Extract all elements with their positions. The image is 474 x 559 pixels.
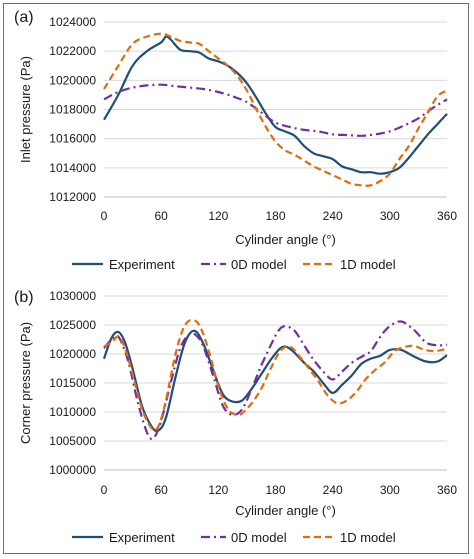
series-line-0d-model (103, 83, 448, 137)
legend-label: Experiment (109, 257, 175, 272)
x-tick-label: 60 (154, 209, 168, 223)
y-axis-title: Corner pressure (Pa) (18, 322, 33, 444)
chart-panel-b: 1000000 1005000 1010000 1015000 1020000 10250… (14, 289, 457, 545)
panel-label: (b) (14, 289, 34, 306)
x-tick-label: 0 (101, 483, 108, 497)
series-line-1d-model (103, 32, 448, 187)
x-axis-title: Cylinder angle (°) (235, 503, 336, 518)
x-tick-label: 360 (437, 209, 457, 223)
y-tick-label: 1025000 (49, 318, 96, 332)
series-line-0d-model (103, 320, 448, 440)
x-tick-label: 240 (323, 209, 343, 223)
y-tick-label: 1010000 (49, 405, 96, 419)
x-tick-label: 300 (380, 209, 400, 223)
legend-label: 0D model (231, 530, 287, 545)
y-tick-label: 1030000 (49, 289, 96, 303)
x-tick-label: 360 (437, 483, 457, 497)
x-tick-label: 120 (208, 209, 228, 223)
y-tick-label: 1024000 (49, 15, 96, 29)
x-tick-label: 180 (265, 483, 285, 497)
figure-frame (3, 3, 469, 554)
y-tick-label: 1014000 (49, 161, 96, 175)
x-tick-label: 0 (101, 209, 108, 223)
x-tick-label: 300 (380, 483, 400, 497)
x-tick-label: 180 (265, 209, 285, 223)
y-axis-title: Inlet pressure (Pa) (18, 56, 33, 163)
x-tick-label: 60 (154, 483, 168, 497)
legend-label: 1D model (340, 530, 396, 545)
y-tick-label: 1015000 (49, 376, 96, 390)
y-tick-label: 1020000 (49, 73, 96, 87)
y-tick-label: 1020000 (49, 347, 96, 361)
y-tick-label: 1018000 (49, 103, 96, 117)
x-tick-label: 240 (323, 483, 343, 497)
y-tick-label: 1005000 (49, 434, 96, 448)
x-tick-label: 120 (208, 483, 228, 497)
series-line-experiment (103, 35, 448, 175)
y-tick-label: 1000000 (49, 463, 96, 477)
legend-label: 1D model (340, 257, 396, 272)
y-tick-label: 1016000 (49, 132, 96, 146)
x-axis-title: Cylinder angle (°) (235, 232, 336, 247)
series-line-experiment (102, 329, 448, 433)
series-line-1d-model (103, 318, 448, 432)
y-tick-label: 1012000 (49, 190, 96, 204)
panel-label: (a) (14, 9, 34, 26)
legend-label: 0D model (231, 257, 287, 272)
chart-panel-a: 1012000 1014000 1016000 1018000 1020000 10220… (14, 9, 457, 272)
legend-label: Experiment (109, 530, 175, 545)
y-tick-label: 1022000 (49, 44, 96, 58)
